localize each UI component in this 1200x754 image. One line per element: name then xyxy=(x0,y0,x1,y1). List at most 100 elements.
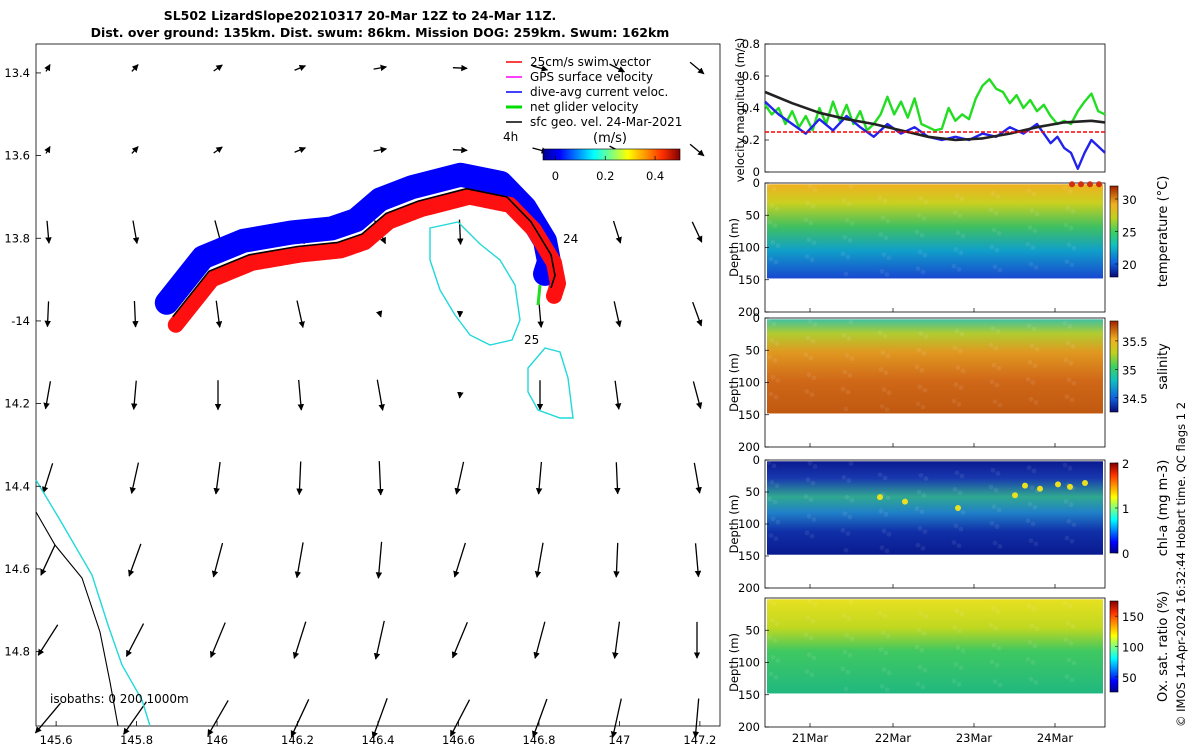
texture-dot xyxy=(1028,225,1033,230)
texture-dot xyxy=(918,665,923,670)
colorbar-tick-label: 150 xyxy=(1122,610,1144,624)
texture-dot xyxy=(771,655,776,660)
texture-dot xyxy=(811,481,816,486)
texture-dot xyxy=(881,350,886,355)
colorbar-gradient xyxy=(543,149,680,160)
texture-dot xyxy=(811,339,816,344)
texture-dot xyxy=(772,463,777,468)
texture-dot xyxy=(843,650,848,655)
texture-dot xyxy=(1070,678,1075,683)
warm-surface-dot xyxy=(1078,181,1084,187)
texture-dot xyxy=(1034,265,1039,270)
texture-dot xyxy=(1069,641,1074,646)
texture-dot xyxy=(959,527,964,532)
texture-dot xyxy=(885,548,890,553)
texture-dot xyxy=(998,268,1003,273)
legend-label: GPS surface velocity xyxy=(530,70,653,84)
texture-dot xyxy=(1072,661,1077,666)
geo-arrow xyxy=(460,392,461,398)
x-tick-label: 146.4 xyxy=(362,733,395,747)
texture-dot xyxy=(1065,536,1070,541)
texture-dot xyxy=(885,407,890,412)
texture-dot xyxy=(850,498,855,503)
texture-dot xyxy=(804,494,809,499)
texture-dot xyxy=(847,201,852,206)
texture-dot xyxy=(844,548,849,553)
texture-dot xyxy=(844,407,849,412)
texture-dot xyxy=(994,488,999,493)
texture-dot xyxy=(996,194,1001,199)
texture-dot xyxy=(882,387,887,392)
colorbar-tick-label: 20 xyxy=(1122,258,1137,272)
texture-dot xyxy=(960,474,965,479)
texture-dot xyxy=(772,186,777,191)
texture-dot xyxy=(884,512,889,517)
texture-dot xyxy=(770,203,775,208)
texture-dot xyxy=(768,497,773,502)
texture-dot xyxy=(1066,621,1071,626)
texture-dot xyxy=(849,184,854,189)
depth-y-tick-label: 150 xyxy=(738,688,760,702)
depth-axis-label: Depth (m) xyxy=(727,218,741,277)
scale-label: 4h xyxy=(503,130,518,144)
depth-y-tick-label: 200 xyxy=(738,440,760,454)
time-tick-label: 24Mar xyxy=(1037,731,1074,745)
texture-dot xyxy=(842,613,847,618)
colorbar-tick-label: 2 xyxy=(1122,457,1129,471)
depth-axis-label: Depth (m) xyxy=(727,633,741,692)
texture-dot xyxy=(809,221,814,226)
texture-dot xyxy=(991,326,996,331)
texture-dot xyxy=(1063,186,1068,191)
chl-high-dot xyxy=(1067,484,1073,490)
texture-dot xyxy=(1065,394,1070,399)
texture-dot xyxy=(775,483,780,488)
texture-dot xyxy=(808,599,813,604)
texture-dot xyxy=(1027,465,1032,470)
texture-dot xyxy=(990,379,995,384)
texture-dot xyxy=(996,609,1001,614)
texture-dot xyxy=(1068,604,1073,609)
texture-dot xyxy=(774,536,779,541)
time-tick-label: 22Mar xyxy=(875,731,912,745)
texture-dot xyxy=(846,670,851,675)
texture-dot xyxy=(846,255,851,260)
texture-dot xyxy=(879,509,884,514)
texture-dot xyxy=(880,684,885,689)
depth-y-tick-label: 200 xyxy=(738,720,760,734)
texture-dot xyxy=(958,348,963,353)
x-tick-label: 146.2 xyxy=(281,733,314,747)
texture-dot xyxy=(916,681,921,686)
texture-dot xyxy=(920,233,925,238)
y-tick-label: 13.6 xyxy=(4,149,30,163)
texture-dot xyxy=(923,388,928,393)
texture-dot xyxy=(993,679,998,684)
texture-dot xyxy=(883,199,888,204)
texture-dot xyxy=(923,529,928,534)
colorbar-tick-label: 0.4 xyxy=(646,169,664,183)
texture-dot xyxy=(810,392,815,397)
texture-dot xyxy=(805,389,810,394)
texture-dot xyxy=(955,329,960,334)
texture-dot xyxy=(924,614,929,619)
texture-dot xyxy=(917,348,922,353)
texture-dot xyxy=(917,490,922,495)
texture-dot xyxy=(916,266,921,271)
texture-dot xyxy=(996,329,1001,334)
y-tick-label: 14.2 xyxy=(4,397,30,411)
x-tick-label: 146 xyxy=(206,733,228,747)
texture-dot xyxy=(1068,324,1073,329)
colorbar-label: Ox. sat. ratio (%) xyxy=(1156,591,1171,702)
texture-dot xyxy=(769,533,774,538)
texture-dot xyxy=(1030,485,1035,490)
texture-dot xyxy=(960,197,965,202)
texture-dot xyxy=(845,633,850,638)
texture-dot xyxy=(1064,638,1069,643)
texture-dot xyxy=(915,506,920,511)
depth-y-tick-label: 50 xyxy=(745,623,760,637)
texture-dot xyxy=(772,321,777,326)
texture-dot xyxy=(957,402,962,407)
velocity-axes-frame xyxy=(765,44,1105,172)
x-tick-label: 145.8 xyxy=(120,733,153,747)
depth-section-field xyxy=(767,319,1103,413)
texture-dot xyxy=(808,319,813,324)
